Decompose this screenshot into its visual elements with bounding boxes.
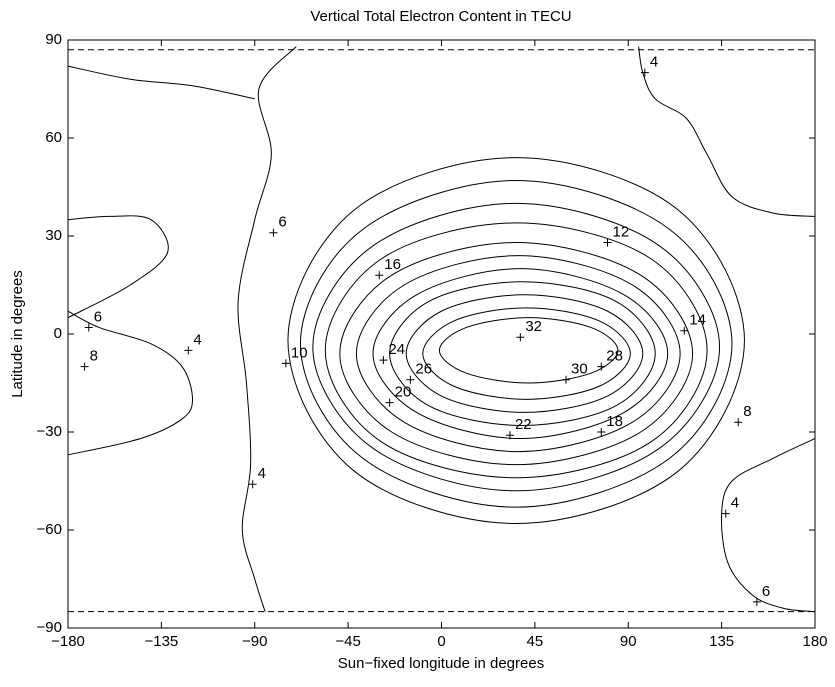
y-tick-label: 60 [45,129,62,146]
contour-label: 4 [258,465,266,482]
contour-line [237,46,297,612]
plot-frame [67,39,816,629]
contour-line [638,46,816,217]
label-point [84,323,93,332]
contour-line [324,222,708,479]
contour-label: 6 [762,583,770,600]
contour-label: 8 [90,348,98,365]
label-point [80,362,89,371]
contour-line [720,438,816,613]
contour-line [299,179,733,508]
chart-title: Vertical Total Electron Content in TECU [310,8,571,25]
contour-label: 16 [384,256,401,273]
y-tick-label: −60 [37,521,62,538]
x-tick-label: −180 [51,633,85,650]
x-tick-label: 180 [802,633,827,650]
contour-line [67,65,255,100]
contour-line [67,310,194,456]
contour-label: 22 [515,416,532,433]
x-tick-label: −135 [144,633,178,650]
contour-label: 8 [743,403,751,420]
y-tick-label: −30 [37,423,62,440]
contour-line [438,317,619,384]
contour-label: 24 [388,341,405,358]
contour-label: 18 [606,413,623,430]
x-tick-label: 45 [527,633,544,650]
label-point [640,68,649,77]
label-point [379,356,388,365]
label-point [603,238,612,247]
label-point [269,228,278,237]
y-tick-label: −90 [37,619,62,636]
contour-line [372,268,669,440]
label-point [505,431,514,440]
contour-line [312,202,721,492]
label-point [248,480,257,489]
contour-line [405,294,644,413]
contour-line [339,242,694,466]
y-tick-label: 0 [54,325,62,342]
contour-label: 6 [94,308,102,325]
contour-line [67,215,169,319]
y-axis-label: Latitude in degrees [9,270,26,398]
contour-label: 4 [650,54,658,71]
label-point [184,346,193,355]
contour-label: 28 [606,348,623,365]
label-point [597,362,606,371]
contour-line [355,255,681,453]
contour-line [422,307,631,400]
label-point [406,375,415,384]
contour-line [389,281,656,426]
contour-label: 4 [193,331,201,348]
label-point [752,597,761,606]
label-point [385,398,394,407]
contour-label: 26 [415,361,432,378]
y-tick-label: 30 [45,227,62,244]
label-point [375,271,384,280]
x-tick-label: 90 [620,633,637,650]
y-tick-label: 90 [45,31,62,48]
label-point [281,359,290,368]
x-tick-label: −45 [335,633,360,650]
contour-label: 12 [613,224,630,241]
contour-label: 4 [731,495,739,512]
contour-label: 14 [689,312,706,329]
contour-label: 30 [571,361,588,378]
x-tick-label: −90 [242,633,267,650]
label-point [721,509,730,518]
contour-line [287,157,745,524]
label-point [734,418,743,427]
label-point [597,428,606,436]
contour-label: 6 [278,214,286,231]
contour-label: 32 [525,318,542,335]
label-point [680,326,689,335]
label-point [562,375,570,384]
contour-label: 20 [395,384,412,401]
x-tick-label: 135 [709,633,734,650]
x-tick-label: 0 [437,633,445,650]
x-axis-label: Sun−fixed longitude in degrees [338,655,544,672]
contour-label: 10 [291,344,308,361]
label-point [516,333,525,342]
